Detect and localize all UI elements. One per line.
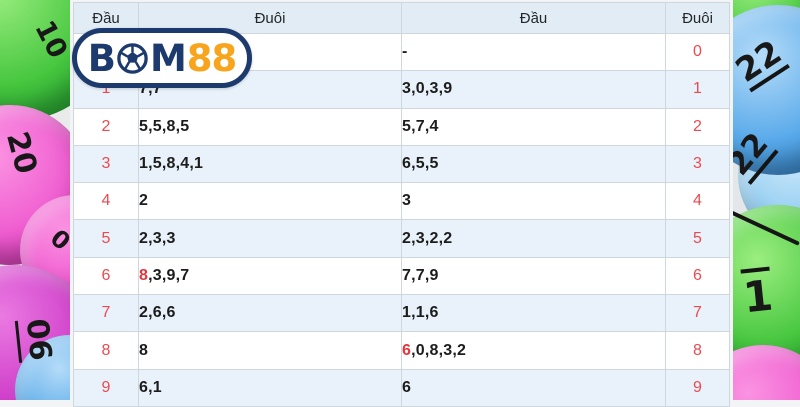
table-row: 8 8 6,0,8,3,2 8 (73, 331, 730, 370)
head-values-cell: 1,1,6 (401, 294, 666, 333)
tail-digit-cell: 6 (665, 256, 730, 296)
logo-letter-b: B (87, 36, 116, 80)
tail-values-cell: 2 (138, 182, 402, 221)
value-text: 5,5,8,5 (139, 117, 190, 135)
highlighted-digit: 8 (139, 266, 149, 284)
background-photo-right: 22 22 1 (733, 0, 800, 400)
value-text: 6,1 (139, 378, 162, 396)
value-text: 2,6,6 (139, 304, 176, 322)
tail-values-cell: 2,3,3 (138, 219, 402, 258)
lottery-ball-green (0, 0, 70, 120)
table-row: 3 1,5,8,4,1 6,5,5 3 (73, 144, 730, 184)
lottery-ball-pink (733, 345, 800, 400)
value-text: 6,5,5 (402, 155, 439, 173)
stats-table-body: -0 1 7,7 3,0,3,9 1 2 5,5,8,5 5,7,4 2 3 1,5,8,4,1 6,… (73, 32, 730, 407)
ball-number: 06 (14, 317, 58, 363)
head-values-cell: 7,7,9 (401, 256, 666, 296)
value-text: 1,5,8,4,1 (139, 155, 204, 173)
value-text: 2,3,2,2 (402, 229, 453, 247)
head-values-cell: 2,3,2,2 (401, 219, 666, 258)
logo-number-88: 88 (186, 36, 237, 80)
head-values-cell: 3 (401, 182, 666, 221)
table-row: 2 5,5,8,5 5,7,4 2 (73, 107, 730, 146)
ball-number: 1 (740, 266, 775, 322)
tail-values-cell: 8 (138, 331, 402, 370)
table-row: 9 6,1 6 9 (73, 368, 730, 407)
tail-digit-cell: 5 (665, 219, 730, 258)
tail-digit-cell: 3 (665, 144, 730, 184)
value-text: 1,1,6 (402, 304, 439, 322)
table-row: 7 2,6,6 1,1,6 7 (73, 294, 730, 333)
value-text: 8 (139, 341, 149, 359)
tail-digit-cell: 4 (665, 182, 730, 221)
table-row: 5 2,3,3 2,3,2,2 5 (73, 219, 730, 258)
ball-number: 20 (0, 128, 44, 178)
column-header-dau-right: Đầu (401, 2, 666, 34)
highlighted-digit: 6 (402, 341, 412, 359)
tail-values-cell: 5,5,8,5 (138, 107, 402, 146)
head-digit-cell: 5 (73, 219, 139, 258)
tail-digit-cell: 9 (665, 368, 730, 407)
head-digit-cell: 8 (73, 331, 139, 370)
tail-digit-cell: 1 (665, 70, 730, 109)
stats-table: Đầu Đuôi Đầu Đuôi -0 1 7,7 3,0,3,9 1 2 5,5,8,5… (72, 2, 730, 407)
value-text: - (402, 43, 408, 61)
value-text: ,3,9,7 (148, 266, 190, 284)
head-values-cell: 6 (401, 368, 666, 407)
soccer-ball-icon (117, 42, 148, 74)
head-values-cell: 5,7,4 (401, 107, 666, 146)
column-header-duoi-right: Đuôi (665, 2, 730, 34)
value-text: 2,3,3 (139, 229, 176, 247)
head-digit-cell: 3 (73, 144, 139, 184)
head-digit-cell: 2 (73, 107, 139, 146)
table-row: 6 8,3,9,7 7,7,9 6 (73, 256, 730, 296)
head-values-cell: 3,0,3,9 (401, 70, 666, 109)
value-text: 6 (402, 378, 412, 396)
tail-digit-cell: 7 (665, 294, 730, 333)
value-text: 3,0,3,9 (402, 80, 453, 98)
value-text: ,0,8,3,2 (411, 341, 467, 359)
tail-values-cell: 6,1 (138, 368, 402, 407)
tail-digit-cell: 8 (665, 331, 730, 370)
tail-values-cell: 8,3,9,7 (138, 256, 402, 296)
head-digit-cell: 9 (73, 368, 139, 407)
logo-letter-m: M (149, 36, 187, 80)
tail-digit-cell: 2 (665, 107, 730, 146)
head-digit-cell: 7 (73, 294, 139, 333)
head-values-cell: 6,0,8,3,2 (401, 331, 666, 370)
value-text: 3 (402, 192, 412, 210)
value-text: 2 (139, 192, 149, 210)
value-text: 5,7,4 (402, 117, 439, 135)
tail-values-cell: 2,6,6 (138, 294, 402, 333)
lottery-ball-blue (733, 5, 800, 175)
head-values-cell: - (401, 32, 666, 72)
head-values-cell: 6,5,5 (401, 144, 666, 184)
value-text: 7,7,9 (402, 266, 439, 284)
tail-values-cell: 1,5,8,4,1 (138, 144, 402, 184)
head-digit-cell: 6 (73, 256, 139, 296)
bom88-logo[interactable]: B M 88 (72, 28, 252, 88)
tail-digit-cell: 0 (665, 32, 730, 72)
background-photo-left: 10 20 0 06 (0, 0, 70, 400)
head-digit-cell: 4 (73, 182, 139, 221)
